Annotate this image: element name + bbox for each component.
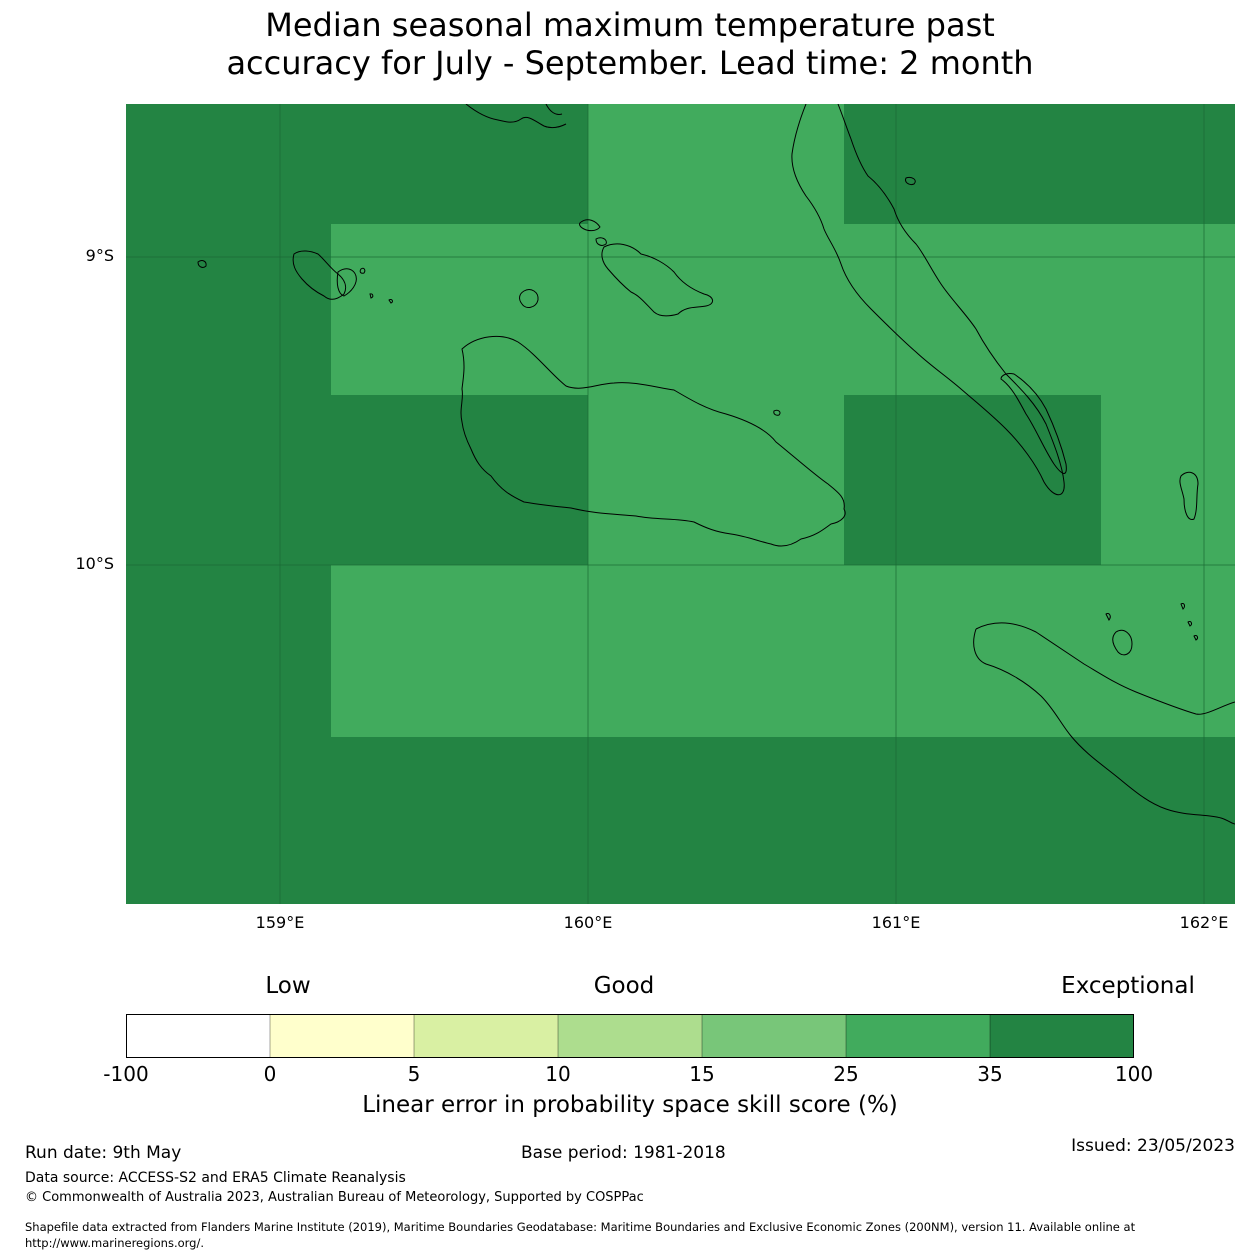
cell-top-right	[844, 104, 1235, 224]
copyright: © Commonwealth of Australia 2023, Austra…	[25, 1190, 644, 1205]
islet-h	[1193, 635, 1198, 641]
cell-west-column	[126, 104, 331, 904]
title-line-2: accuracy for July - September. Lead time…	[226, 44, 1034, 82]
cell-mid-far-right	[1101, 395, 1235, 565]
island-sikaiana-region	[905, 177, 916, 185]
title-line-1: Median seasonal maximum temperature past	[265, 6, 995, 44]
island-santa-isabel-top	[465, 104, 567, 129]
cell-lower-band	[331, 565, 1235, 737]
shapefile-credit-line-1: Shapefile data extracted from Flanders M…	[25, 1220, 1136, 1234]
legend-category-exceptional: Exceptional	[1061, 973, 1195, 999]
islet-g	[1187, 621, 1192, 627]
colorbar-frame	[126, 1014, 1134, 1058]
run-date: Run date: 9th May	[25, 1143, 182, 1163]
island-nggela-west	[579, 219, 601, 232]
cell-bottom-band	[331, 737, 1235, 904]
colorbar-tick-4: 15	[689, 1062, 715, 1086]
lat-label-9s: 9°S	[85, 246, 114, 265]
legend-category-low: Low	[265, 973, 311, 999]
colorbar-tick-0: -100	[103, 1062, 149, 1086]
map-svg	[126, 104, 1235, 904]
islet-f	[1180, 603, 1185, 610]
islet-d	[773, 409, 781, 416]
cell-mid-center	[588, 395, 844, 565]
colorbar-segment-4	[558, 1014, 702, 1058]
colorbar	[126, 1014, 1134, 1058]
islet-c	[388, 298, 393, 304]
colorbar-segment-1	[126, 1014, 270, 1058]
map-title: Median seasonal maximum temperature past…	[0, 6, 1260, 82]
lon-label-162e: 162°E	[1179, 913, 1229, 932]
cell-top-left	[331, 104, 588, 224]
colorbar-tick-5: 25	[833, 1062, 859, 1086]
colorbar-tick-3: 10	[545, 1062, 571, 1086]
lon-label-159e: 159°E	[255, 913, 305, 932]
island-west-small	[197, 260, 207, 268]
island-malaita	[791, 104, 1065, 496]
colorbar-segment-3	[414, 1014, 558, 1058]
island-small-malaita	[1000, 373, 1067, 474]
colorbar-segment-5	[702, 1014, 846, 1058]
islet-b	[369, 293, 374, 299]
cell-upper-band	[331, 224, 1235, 395]
islet-e	[1105, 613, 1111, 621]
data-source: Data source: ACCESS-S2 and ERA5 Climate …	[25, 1170, 406, 1186]
colorbar-tick-2: 5	[407, 1062, 421, 1086]
gridlines	[126, 104, 1235, 904]
islet-a	[359, 267, 366, 274]
skill-score-map	[126, 104, 1235, 904]
island-ulawa	[1179, 471, 1199, 521]
base-period: Base period: 1981-2018	[521, 1143, 726, 1163]
cell-mid-right	[844, 395, 1101, 565]
issued-date: Issued: 23/05/2023	[1071, 1136, 1235, 1156]
island-makira	[973, 622, 1235, 825]
cell-mid-left	[331, 395, 588, 565]
shapefile-credit-line-2: http://www.marineregions.org/.	[25, 1236, 204, 1250]
island-guadalcanal	[460, 335, 846, 547]
lon-label-161e: 161°E	[871, 913, 921, 932]
lat-label-10s: 10°S	[75, 554, 114, 573]
colorbar-segment-6	[846, 1014, 990, 1058]
island-russell-group	[292, 250, 347, 300]
island-russell-east	[336, 268, 357, 297]
colorbar-label: Linear error in probability space skill …	[362, 1092, 898, 1118]
cell-top-center	[588, 104, 844, 224]
colorbar-tick-6: 35	[977, 1062, 1003, 1086]
island-florida-small	[595, 237, 607, 246]
legend-category-good: Good	[593, 973, 655, 999]
colorbar-tick-1: 0	[263, 1062, 277, 1086]
island-savo	[519, 289, 539, 308]
colorbar-segment-2	[270, 1014, 414, 1058]
island-florida-large	[601, 243, 713, 317]
lon-label-160e: 160°E	[563, 913, 613, 932]
colorbar-tick-7: 100	[1114, 1062, 1154, 1086]
coastlines	[197, 104, 1235, 825]
colorbar-segment-7	[990, 1014, 1134, 1058]
island-ugi	[1112, 629, 1133, 656]
